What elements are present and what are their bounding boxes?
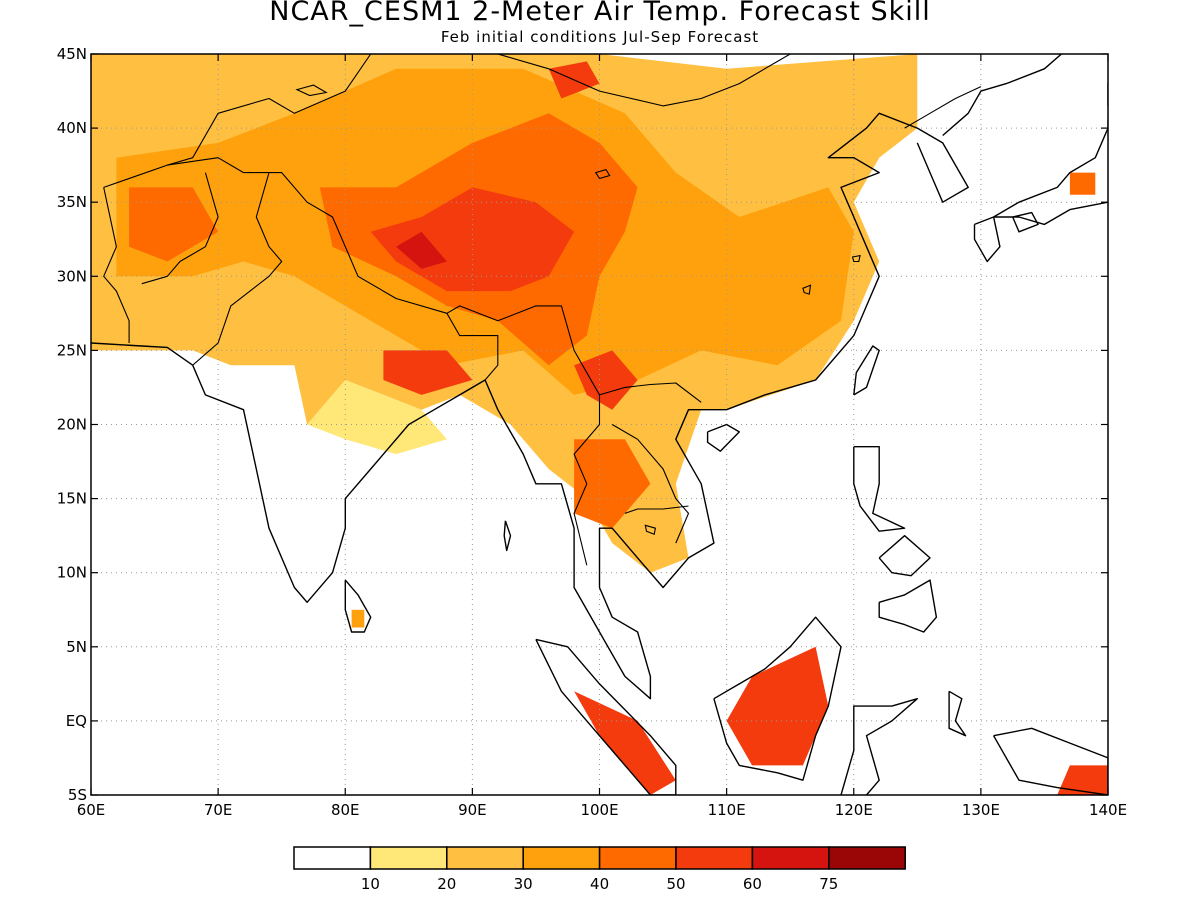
- coastline-hokkaido: [1107, 82, 1108, 106]
- lon-tick-label: 130E: [962, 801, 1000, 819]
- lat-tick-label: 25N: [57, 341, 87, 359]
- coastline-borneo: [713, 616, 842, 781]
- lat-tick-label: 10N: [57, 564, 87, 582]
- chart-subtitle: Feb initial conditions Jul-Sep Forecast: [440, 28, 760, 46]
- legend-swatch: [598, 846, 677, 870]
- country-border: [192, 172, 283, 366]
- country-border: [573, 394, 601, 566]
- legend-label: 50: [666, 875, 685, 893]
- coastline-india: [192, 112, 969, 700]
- country-border: [167, 54, 372, 166]
- coastlines-and-borders: [91, 24, 1108, 795]
- lat-tick-label: 5N: [66, 638, 87, 656]
- skill-region: [396, 231, 447, 269]
- country-border: [624, 505, 689, 514]
- lat-tick-label: 20N: [57, 416, 87, 434]
- coastline-persia: [91, 342, 194, 366]
- coastline-sea-of-japan-coast: [942, 54, 1063, 137]
- lake-tonle-sap: [644, 524, 657, 535]
- skill-region: [574, 350, 638, 410]
- lake-qinghai-lake: [594, 168, 611, 180]
- lake-lake-balkhash: [269, 24, 333, 39]
- coastline-mindanao: [878, 579, 938, 633]
- coastline-sri-lanka: [344, 579, 372, 633]
- country-border: [141, 172, 219, 285]
- coastline-taiwan: [853, 345, 880, 396]
- skill-region: [307, 380, 447, 455]
- legend-swatch: [522, 846, 601, 870]
- lon-tick-label: 70E: [204, 801, 233, 819]
- skill-region: [574, 691, 676, 795]
- lat-tick-label: 35N: [57, 193, 87, 211]
- skill-region: [129, 187, 219, 262]
- legend-label: 30: [514, 875, 533, 893]
- coastline-kyushu: [973, 216, 1001, 263]
- lake-poyang: [802, 284, 812, 295]
- coastline-shikoku: [1012, 211, 1039, 233]
- country-border: [904, 86, 982, 129]
- coastline-sumatra: [535, 638, 677, 795]
- lon-tick-label: 90E: [458, 801, 487, 819]
- coastline-hainan: [706, 423, 740, 452]
- lon-tick-label: 60E: [77, 801, 106, 819]
- lat-tick-label: 5S: [68, 786, 87, 804]
- legend-swatch: [675, 846, 754, 870]
- coastline-sulawesi: [840, 698, 918, 795]
- longitude-axis: 60E 70E 80E 90E 100E 110E 120E 130E 140E: [77, 54, 1127, 819]
- legend-label: 40: [590, 875, 609, 893]
- coastline-new-guinea: [992, 727, 1108, 795]
- skill-region: [383, 350, 473, 395]
- skill-region: [574, 439, 651, 529]
- lon-tick-label: 120E: [835, 801, 873, 819]
- legend-swatch: [751, 846, 830, 870]
- color-legend: 10 20 30 40 50 60 75: [293, 846, 906, 893]
- country-border: [497, 54, 792, 107]
- lat-tick-label: 40N: [57, 119, 87, 137]
- skill-region: [1069, 172, 1096, 195]
- country-border: [611, 424, 690, 544]
- skill-region: [1057, 765, 1108, 795]
- skill-region: [351, 609, 365, 628]
- coastline-andaman: [503, 520, 512, 552]
- coastline-halmahera: [948, 690, 967, 737]
- legend-swatch: [828, 846, 906, 870]
- lon-tick-label: 140E: [1089, 801, 1127, 819]
- coastline-visayas: [878, 535, 931, 577]
- lat-tick-label: 30N: [57, 267, 87, 285]
- lon-tick-label: 110E: [708, 801, 746, 819]
- skill-shading: [91, 54, 1108, 795]
- lake-taihu: [851, 254, 861, 263]
- coastline-honshu: [993, 119, 1108, 226]
- country-border: [446, 313, 499, 396]
- skill-region: [726, 646, 829, 766]
- legend-swatch: [293, 846, 372, 870]
- chart-title: NCAR_CESM1 2-Meter Air Temp. Forecast Sk…: [269, 0, 931, 27]
- lon-tick-label: 100E: [580, 801, 618, 819]
- legend-swatch: [369, 846, 448, 870]
- lake-issyk-kul: [295, 84, 328, 97]
- legend-label: 60: [743, 875, 762, 893]
- coastline-luzon: [853, 446, 906, 532]
- lon-tick-label: 80E: [331, 801, 360, 819]
- legend-swatch: [446, 846, 524, 870]
- lat-tick-label: 45N: [57, 45, 87, 63]
- lat-tick-label: 15N: [57, 490, 87, 508]
- latitude-axis: 45N 40N 35N 30N 25N 20N 15N 10N 5N EQ 5S: [57, 45, 1108, 804]
- legend-label: 20: [437, 875, 456, 893]
- legend-label: 10: [361, 875, 380, 893]
- legend-label: 75: [819, 875, 838, 893]
- lat-tick-label: EQ: [66, 712, 87, 730]
- country-border: [103, 187, 130, 343]
